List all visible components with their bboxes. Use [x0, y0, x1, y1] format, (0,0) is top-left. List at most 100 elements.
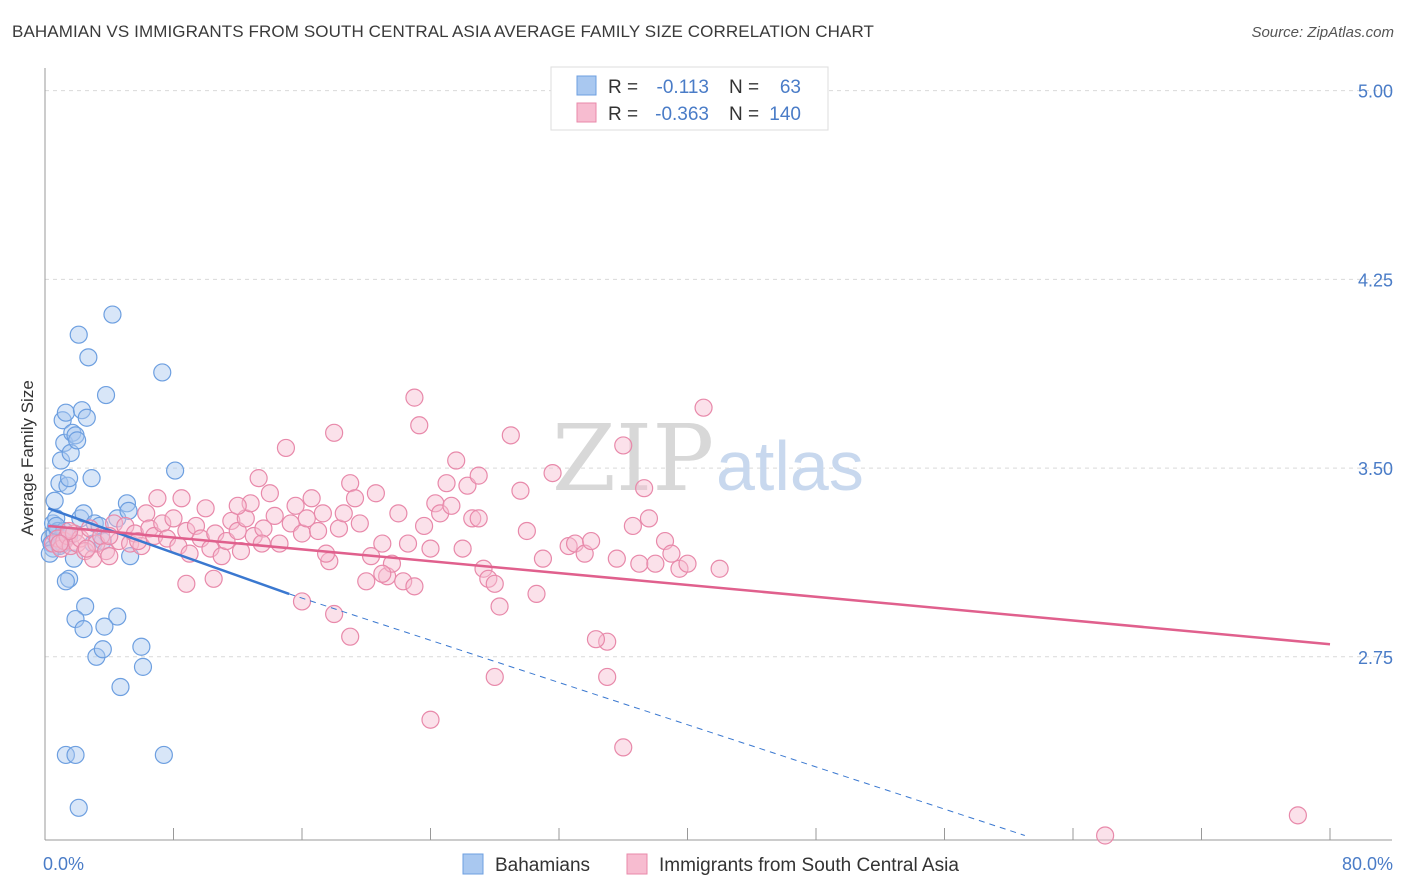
point-1-61 [329, 519, 349, 538]
point-1-133 [77, 539, 96, 558]
point-1-93 [511, 481, 530, 500]
point-1-63 [341, 474, 360, 493]
point-0-38 [76, 597, 95, 616]
point-1-107 [639, 509, 659, 528]
legend-n-label-1: N = [729, 104, 759, 125]
point-1-121 [635, 479, 654, 498]
point-1-91 [490, 597, 509, 616]
point-1-116 [586, 630, 606, 649]
legend-n-label-0: N = [729, 77, 759, 98]
point-0-33 [166, 461, 185, 480]
point-0-35 [59, 569, 79, 588]
trend-extension-0 [288, 593, 1025, 836]
point-1-113 [292, 592, 312, 611]
y-tick-label-2: 4.25 [1358, 270, 1393, 290]
point-1-56 [302, 489, 321, 508]
legend-swatch-bahamians [576, 75, 597, 96]
point-1-77 [414, 516, 434, 536]
point-1-104 [614, 436, 633, 455]
point-1-115 [485, 667, 504, 687]
point-0-20 [79, 348, 98, 367]
point-1-138 [1288, 806, 1307, 825]
point-1-78 [421, 539, 440, 558]
point-0-46 [133, 657, 153, 676]
point-0-48 [56, 745, 75, 765]
y-tick-label-3: 5.00 [1358, 82, 1393, 102]
point-1-28 [164, 509, 183, 528]
point-1-108 [646, 554, 665, 573]
x-tick-label-1: 80.0% [1342, 854, 1393, 874]
point-0-40 [74, 620, 93, 639]
top-legend: R = -0.113 N = 63 R = -0.363 N = 140 [550, 66, 829, 131]
point-1-127 [177, 574, 196, 593]
point-0-43 [108, 607, 127, 626]
y-tick-label-1: 3.50 [1358, 459, 1393, 479]
point-1-47 [254, 519, 273, 538]
y-axis-title: Average Family Size [18, 380, 37, 536]
bottom-legend-swatch-south-central-asia [626, 853, 648, 875]
point-1-66 [357, 572, 376, 591]
point-1-40 [222, 511, 241, 531]
point-0-34 [69, 325, 88, 344]
point-1-72 [389, 504, 408, 523]
watermark-atlas: atlas [716, 427, 864, 505]
point-1-97 [543, 463, 562, 483]
point-1-137 [1096, 826, 1115, 845]
point-1-126 [204, 569, 223, 588]
point-1-68 [366, 484, 385, 503]
point-1-125 [252, 534, 271, 553]
legend-r-label-1: R = [608, 104, 638, 125]
point-1-102 [598, 632, 617, 651]
point-1-84 [453, 539, 472, 558]
legend-r-label-0: R = [608, 77, 638, 98]
point-1-96 [533, 549, 553, 568]
point-1-129 [316, 544, 336, 563]
point-0-19 [77, 408, 96, 427]
point-0-11 [59, 469, 79, 488]
point-1-118 [614, 738, 633, 757]
legend-r-value-1: -0.363 [655, 104, 709, 125]
point-1-48 [260, 484, 279, 503]
chart-title: BAHAMIAN VS IMMIGRANTS FROM SOUTH CENTRA… [12, 22, 875, 41]
point-1-123 [325, 604, 344, 624]
point-1-35 [196, 499, 215, 518]
point-0-6 [51, 451, 71, 470]
point-0-30 [119, 501, 138, 520]
point-1-74 [398, 534, 418, 553]
point-0-44 [95, 617, 114, 636]
point-1-111 [694, 398, 713, 417]
y-tick-labels: 2.75 3.50 4.25 5.00 [1358, 82, 1393, 668]
point-1-53 [286, 496, 305, 515]
legend-box [550, 66, 829, 131]
point-1-130 [405, 577, 424, 596]
x-tick-labels: 0.0% 80.0% [43, 854, 1393, 874]
legend-r-value-0: -0.113 [657, 77, 709, 98]
legend-n-value-1: 140 [769, 104, 801, 125]
bottom-legend-label-bahamians: Bahamians [495, 855, 590, 876]
point-1-58 [313, 504, 332, 523]
trend-lines [47, 507, 1331, 836]
point-0-45 [132, 637, 151, 656]
point-1-122 [710, 559, 729, 578]
point-0-10 [58, 476, 77, 495]
bottom-legend-swatch-bahamians [462, 853, 484, 875]
point-1-103 [607, 549, 626, 568]
point-1-82 [442, 496, 461, 515]
point-0-26 [96, 385, 116, 405]
point-1-128 [228, 496, 247, 515]
point-1-50 [270, 534, 289, 553]
point-1-57 [308, 521, 328, 541]
point-1-30 [172, 489, 191, 508]
point-1-15 [100, 547, 119, 566]
point-1-75 [405, 388, 424, 407]
point-1-65 [350, 514, 369, 533]
trend-line-0 [47, 507, 290, 596]
point-1-54 [292, 524, 312, 543]
point-1-22 [137, 504, 156, 523]
point-1-62 [334, 504, 353, 523]
point-1-110 [662, 544, 681, 563]
point-1-38 [212, 547, 231, 566]
point-1-69 [373, 534, 392, 553]
point-1-46 [249, 469, 268, 488]
